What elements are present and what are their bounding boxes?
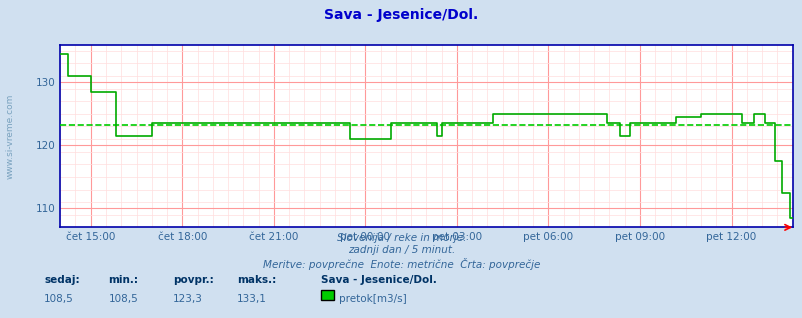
Text: Sava - Jesenice/Dol.: Sava - Jesenice/Dol. — [324, 8, 478, 22]
Text: 133,1: 133,1 — [237, 294, 266, 304]
Text: zadnji dan / 5 minut.: zadnji dan / 5 minut. — [347, 245, 455, 255]
Text: 108,5: 108,5 — [44, 294, 74, 304]
Text: min.:: min.: — [108, 275, 138, 285]
Text: www.si-vreme.com: www.si-vreme.com — [5, 94, 14, 179]
Text: 108,5: 108,5 — [108, 294, 138, 304]
Text: povpr.:: povpr.: — [172, 275, 213, 285]
Text: pretok[m3/s]: pretok[m3/s] — [338, 294, 406, 304]
Text: Sava - Jesenice/Dol.: Sava - Jesenice/Dol. — [321, 275, 436, 285]
Text: Slovenija / reke in morje.: Slovenija / reke in morje. — [336, 233, 466, 243]
Text: maks.:: maks.: — [237, 275, 276, 285]
Text: 123,3: 123,3 — [172, 294, 202, 304]
Text: sedaj:: sedaj: — [44, 275, 79, 285]
Text: Meritve: povprečne  Enote: metrične  Črta: povprečje: Meritve: povprečne Enote: metrične Črta:… — [262, 258, 540, 270]
